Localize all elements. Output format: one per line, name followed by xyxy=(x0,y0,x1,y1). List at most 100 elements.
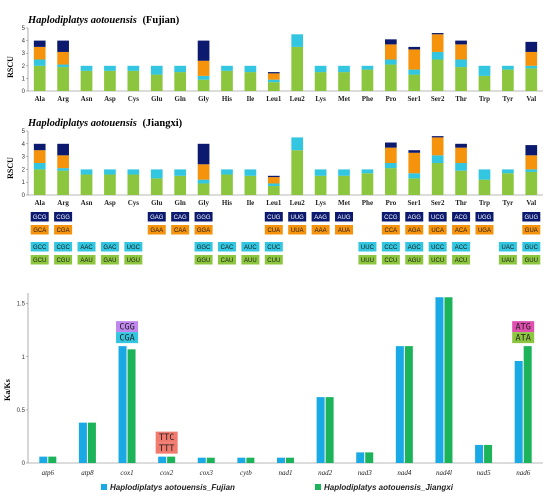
kaks-bar-atp8-fujian xyxy=(78,422,87,464)
fujian-bar-cys-seg2 xyxy=(127,65,140,71)
codon-label-gac: GAC xyxy=(103,245,117,251)
codon-label-ugc: UGC xyxy=(127,245,141,251)
jiangxi-bar-gly-seg2 xyxy=(197,179,210,184)
codon-cell-agu xyxy=(405,255,424,265)
codon-cell-uga xyxy=(475,225,494,235)
codon-cell-ggg xyxy=(194,212,213,222)
codon-cell-cgu xyxy=(54,255,73,265)
jiangxi-ytick-label: 0 xyxy=(22,193,26,199)
codon-cell-guc xyxy=(522,242,541,252)
jiangxi-bar-leu1-seg4 xyxy=(267,175,280,178)
fujian-bar-val-seg3 xyxy=(525,51,538,66)
codon-label-acu: ACU xyxy=(455,258,468,264)
codon-label-uuu: UUU xyxy=(361,258,374,264)
jiangxi-bar-ser1-seg4 xyxy=(408,150,421,153)
jiangxi-bar-phe-seg1 xyxy=(361,173,374,195)
jiangxi-bar-ala-seg4 xyxy=(33,143,46,151)
fujian-xlabel-tyr: Tyr xyxy=(503,95,514,103)
codon-cell-gga xyxy=(194,225,213,235)
codon-label-cgg: CGG xyxy=(56,215,70,221)
fujian-bar-his-seg1 xyxy=(221,70,233,91)
fujian-xlabel-pro: Pro xyxy=(385,95,396,103)
annot-box-cox2-ttt xyxy=(155,442,178,454)
kaks-bar-cox3-jiangxi xyxy=(206,457,215,463)
codon-label-gug: GUG xyxy=(524,215,538,221)
jiangxi-bar-ser2-seg1 xyxy=(431,163,444,195)
codon-label-ucg: UCG xyxy=(431,215,445,221)
codon-cell-acg xyxy=(452,212,471,222)
jiangxi-bar-his-seg2 xyxy=(221,169,233,175)
kaks-bar-nad3-fujian xyxy=(356,452,365,464)
kaks-bar-nad2-fujian xyxy=(316,397,325,464)
chart1-title-species: Haplodiplatys aotouensis xyxy=(27,15,137,26)
fujian-xlabel-arg: Arg xyxy=(57,95,69,103)
kaks-bar-cox1-jiangxi xyxy=(127,349,136,463)
jiangxi-bar-ala-seg1 xyxy=(33,169,46,195)
kaks-xlabel-atp6: atp6 xyxy=(42,469,55,477)
kaks-bar-cox3-fujian xyxy=(197,457,206,463)
fujian-bar-phe-seg1 xyxy=(361,69,374,91)
fujian-xlabel-leu1: Leu1 xyxy=(266,95,282,103)
fujian-bar-gly-seg3 xyxy=(197,60,210,76)
fujian-bar-val-seg1 xyxy=(525,68,538,91)
jiangxi-bar-asn-seg1 xyxy=(80,174,93,195)
jiangxi-bar-leu1-seg2 xyxy=(267,183,280,187)
codon-label-gaa: GAA xyxy=(150,228,163,234)
annot-codon-cox1-cgg: CGG xyxy=(119,323,134,333)
fujian-bar-ser1-seg1 xyxy=(408,74,421,91)
jiangxi-xlabel-pro: Pro xyxy=(385,199,396,207)
codon-label-ggu: GGU xyxy=(197,258,211,264)
codon-cell-uuc xyxy=(358,242,377,252)
fujian-bar-ser2-seg1 xyxy=(431,59,444,91)
codon-cell-ucu xyxy=(428,255,447,265)
fujian-bar-gly-seg1 xyxy=(197,79,210,91)
kaks-xlabel-nad6: nad6 xyxy=(516,469,531,477)
fujian-bar-val-seg4 xyxy=(525,41,538,52)
fujian-bar-leu1-seg2 xyxy=(267,79,280,83)
jiangxi-xlabel-asn: Asn xyxy=(81,199,93,207)
rscu-chart-fujian: 0 1 2 3 4 5 Ala Arg Asn Asp Cys Glu Gln Gly His Ile Leu1… xyxy=(22,26,543,103)
jiangxi-xlabel-glu: Glu xyxy=(151,199,162,207)
jiangxi-ytick-label: 5 xyxy=(22,129,26,135)
codon-cell-agc xyxy=(405,242,424,252)
fujian-bar-pro-seg2 xyxy=(384,59,397,65)
jiangxi-bar-arg-seg4 xyxy=(57,143,69,156)
jiangxi-bar-ala-seg2 xyxy=(33,163,46,170)
codon-cell-gaa xyxy=(147,225,166,235)
fujian-xlabel-asn: Asn xyxy=(81,95,93,103)
codon-label-cac: CAC xyxy=(221,245,234,251)
codon-label-uga: UGA xyxy=(478,228,491,234)
fujian-bar-leu2-seg2 xyxy=(291,34,304,47)
codon-cell-acu xyxy=(452,255,471,265)
fujian-bar-thr-seg1 xyxy=(455,67,467,91)
fujian-bar-leu2-seg1 xyxy=(291,46,304,91)
annot-box-nad6-atg xyxy=(512,321,535,333)
annot-codon-cox2-ttt: TTT xyxy=(159,444,174,454)
fujian-xlabel-glu: Glu xyxy=(151,95,162,103)
fujian-bar-asp-seg2 xyxy=(104,65,116,71)
fujian-bar-gly-seg4 xyxy=(197,40,210,61)
codon-label-ucc: UCC xyxy=(431,245,445,251)
jiangxi-bar-trp-seg1 xyxy=(478,179,491,195)
kaks-bar-nad4-fujian xyxy=(395,346,404,464)
codon-label-aga: AGA xyxy=(408,228,421,234)
jiangxi-xlabel-tyr: Tyr xyxy=(503,199,514,207)
fujian-bar-cys-seg1 xyxy=(127,70,140,91)
codon-label-ccu: CCU xyxy=(384,258,397,264)
jiangxi-bar-glu-seg1 xyxy=(150,178,163,195)
codon-cell-gug xyxy=(522,212,541,222)
fujian-bar-ser2-seg2 xyxy=(431,51,444,60)
codon-label-gcu: GCU xyxy=(33,258,46,264)
fujian-xlabel-ser2: Ser2 xyxy=(431,95,445,103)
codon-label-gcc: GCC xyxy=(33,245,47,251)
codon-label-cug: CUG xyxy=(267,215,281,221)
kaks-bar-nad5-fujian xyxy=(475,444,484,463)
jiangxi-xlabel-leu1: Leu1 xyxy=(266,199,282,207)
codon-cell-gau xyxy=(100,255,119,265)
fujian-xlabel-val: Val xyxy=(526,95,536,103)
fujian-xlabel-leu2: Leu2 xyxy=(290,95,306,103)
fujian-bar-val-seg2 xyxy=(525,65,538,69)
annot-box-nad6-ata xyxy=(512,332,535,344)
kaks-bar-nad1-fujian xyxy=(277,457,285,463)
kaks-xlabel-nad4l: nad4l xyxy=(436,469,452,477)
